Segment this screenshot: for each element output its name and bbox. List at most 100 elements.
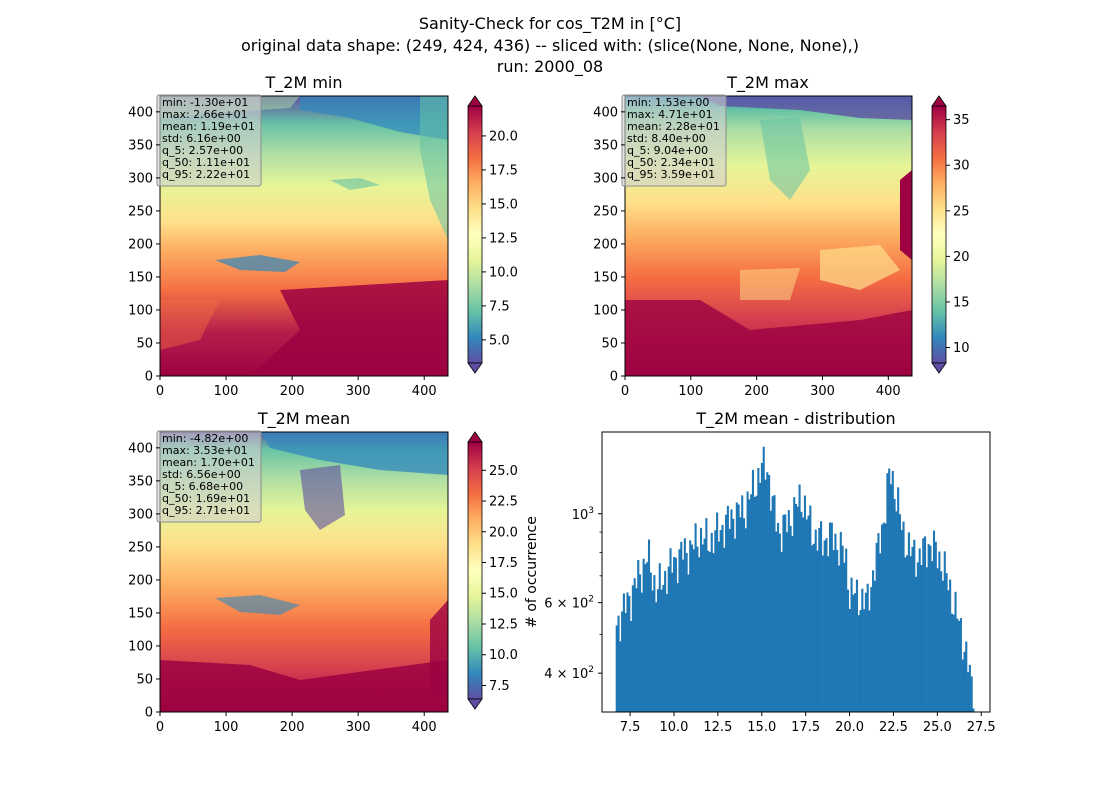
histogram-bar	[619, 641, 622, 712]
histogram-bar	[764, 479, 767, 712]
histogram-bar	[690, 544, 694, 712]
histogram-bar	[934, 541, 937, 712]
histogram-bar	[732, 518, 735, 712]
y-tick-label: 50	[136, 336, 153, 351]
histogram-bar	[698, 557, 701, 712]
histogram-bar	[696, 546, 699, 712]
histogram-bar	[811, 545, 814, 712]
y-tick-label: 100	[128, 303, 153, 318]
histogram-bar	[907, 532, 910, 712]
histogram-bar	[965, 641, 968, 712]
colorbar-tick-label: 20.0	[489, 129, 518, 144]
histogram-bar	[751, 469, 755, 712]
colorbar-tick-label: 12.5	[489, 617, 518, 632]
histogram-bar	[664, 570, 667, 712]
panel-t2m-mean-distribution: T_2M mean - distribution # of occurrence…	[524, 409, 996, 735]
histogram-bar	[755, 495, 758, 712]
histogram-bar	[958, 620, 961, 712]
histogram-bar	[742, 518, 746, 712]
histogram-bars	[615, 446, 975, 712]
colorbar-tick-label: 15	[953, 295, 970, 310]
stat-line: max: 4.71e+01	[627, 108, 713, 121]
x-tick-label: 400	[876, 384, 901, 399]
histogram-bar	[963, 651, 966, 712]
histogram-bar	[710, 532, 713, 712]
histogram-bar	[673, 557, 676, 712]
y-tick-label: 350	[128, 474, 153, 489]
histogram-bar	[721, 524, 724, 712]
histogram-bar	[841, 545, 844, 712]
histogram-bar	[868, 610, 871, 712]
colorbar-tick-label: 7.5	[489, 679, 510, 694]
histogram-bar	[762, 446, 765, 712]
histogram-bar	[941, 580, 945, 712]
histogram-bar	[845, 548, 848, 712]
histogram-bar	[739, 517, 742, 712]
stats-box: min: -1.30e+01 max: 2.66e+01 mean: 1.19e…	[156, 94, 262, 187]
x-tick-label: 100	[678, 384, 703, 399]
x-tick-label: 7.5	[620, 720, 641, 735]
histogram-bar	[734, 538, 737, 712]
histogram-bar	[909, 556, 912, 712]
stat-line: q_5: 6.68e+00	[162, 480, 243, 493]
histogram-bar	[802, 517, 805, 712]
y-tick-label: 300	[128, 507, 153, 522]
histogram-bar	[897, 487, 900, 712]
colorbar-tick-label: 25	[953, 204, 970, 219]
histogram-bar	[832, 550, 835, 712]
x-tick-label: 200	[280, 384, 305, 399]
histogram-bar	[884, 523, 887, 712]
heatmap-image	[160, 432, 448, 712]
histogram-bar	[694, 523, 697, 712]
histogram-bar	[624, 612, 627, 712]
colorbar: 10 15 20 25 30 35	[931, 95, 970, 374]
histogram-bar	[660, 589, 663, 712]
colorbar-tick-label: 17.5	[489, 556, 518, 571]
stat-line: min: -1.30e+01	[162, 96, 248, 109]
histogram-bar	[617, 615, 620, 712]
histogram-bar	[814, 529, 817, 712]
y-tick-label: 350	[128, 138, 153, 153]
histogram-bar	[924, 536, 927, 712]
histogram-bar	[630, 620, 633, 712]
axis-ticks: 0 100 200 300 400 0 50 100 150 200 250 300 350 400	[128, 105, 436, 399]
histogram-bar	[778, 533, 781, 712]
histogram-bar	[798, 484, 801, 712]
histogram-bar	[735, 502, 738, 712]
stat-line: q_5: 9.04e+00	[627, 144, 708, 157]
x-tick-label: 400	[412, 720, 437, 735]
y-tick-label: 0	[145, 706, 153, 721]
histogram-bar	[918, 548, 921, 712]
panel-title: T_2M mean	[257, 409, 350, 429]
y-tick-label: 200	[128, 237, 153, 252]
histogram-bar	[870, 587, 873, 712]
histogram-bar	[766, 472, 769, 712]
stat-line: std: 8.40e+00	[627, 132, 706, 145]
histogram-bar	[888, 468, 891, 712]
y-tick-label: 100	[128, 639, 153, 654]
histogram-bar	[760, 462, 763, 712]
histogram-bar	[873, 580, 876, 712]
histogram-bar	[967, 672, 970, 712]
panel-title: T_2M max	[726, 73, 809, 93]
histogram-bar	[794, 503, 798, 712]
histogram-bar	[943, 551, 946, 712]
x-tick-label: 100	[214, 720, 239, 735]
histogram-bar	[891, 470, 894, 712]
y-tick-label: 350	[593, 138, 618, 153]
histogram-bar	[750, 494, 753, 712]
histogram-bar	[805, 519, 808, 712]
y-tick-label: 300	[593, 171, 618, 186]
histogram-bar	[680, 541, 683, 712]
histogram-bar	[913, 539, 916, 712]
histogram-bar	[931, 561, 934, 712]
histogram-bar	[803, 495, 807, 712]
histogram-bar	[719, 530, 722, 712]
histogram-bar	[864, 592, 867, 712]
histogram-bar	[741, 495, 744, 712]
histogram-bar	[852, 594, 855, 712]
stat-line: min: 1.53e+00	[627, 96, 709, 109]
histogram-bar	[834, 533, 837, 712]
panel-title: T_2M mean - distribution	[695, 409, 895, 429]
histogram-bar	[940, 571, 943, 712]
